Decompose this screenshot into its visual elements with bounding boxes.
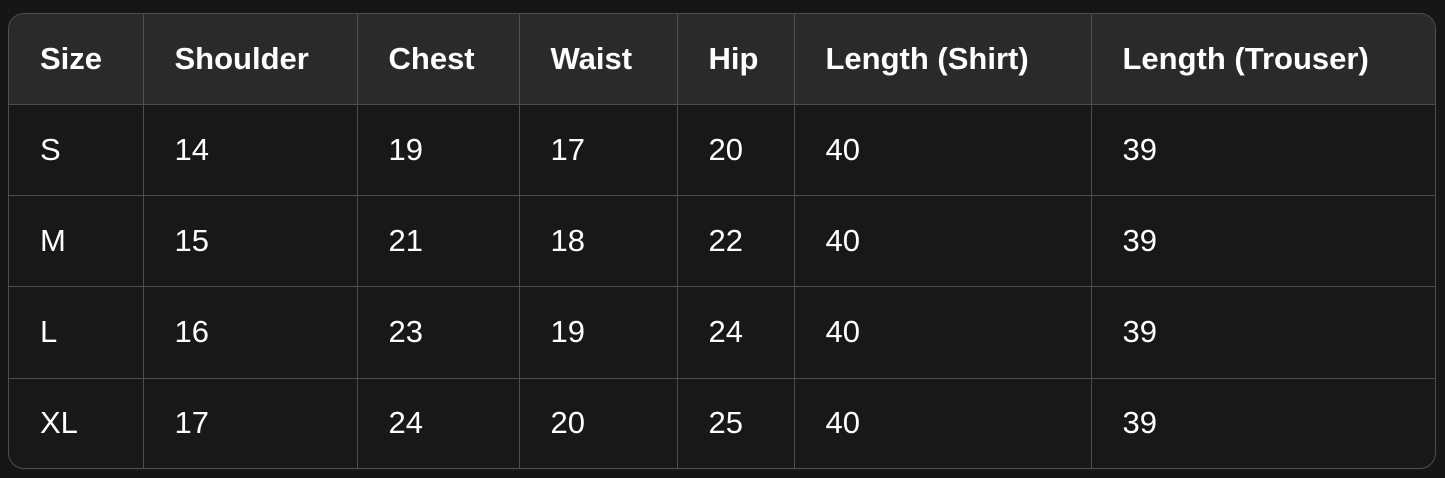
table-row: S 14 19 17 20 40 39 bbox=[9, 103, 1435, 197]
cell-length-trouser: 39 bbox=[1090, 103, 1435, 197]
header-waist: Waist bbox=[518, 14, 678, 105]
cell-shoulder: 15 bbox=[142, 195, 358, 288]
header-size: Size bbox=[9, 14, 144, 105]
cell-chest: 24 bbox=[356, 377, 520, 468]
cell-waist: 20 bbox=[518, 377, 678, 468]
cell-size: S bbox=[9, 103, 144, 197]
table-row: M 15 21 18 22 40 39 bbox=[9, 195, 1435, 288]
header-shoulder: Shoulder bbox=[142, 14, 358, 105]
cell-chest: 23 bbox=[356, 286, 520, 379]
cell-hip: 22 bbox=[676, 195, 795, 288]
cell-chest: 21 bbox=[356, 195, 520, 288]
cell-shoulder: 17 bbox=[142, 377, 358, 468]
table-row: XL 17 24 20 25 40 39 bbox=[9, 377, 1435, 468]
cell-waist: 18 bbox=[518, 195, 678, 288]
table-row: L 16 23 19 24 40 39 bbox=[9, 286, 1435, 379]
cell-length-shirt: 40 bbox=[793, 103, 1092, 197]
cell-shoulder: 14 bbox=[142, 103, 358, 197]
cell-length-shirt: 40 bbox=[793, 377, 1092, 468]
header-length-shirt: Length (Shirt) bbox=[793, 14, 1092, 105]
cell-size: M bbox=[9, 195, 144, 288]
cell-length-shirt: 40 bbox=[793, 286, 1092, 379]
cell-size: L bbox=[9, 286, 144, 379]
cell-length-trouser: 39 bbox=[1090, 195, 1435, 288]
cell-size: XL bbox=[9, 377, 144, 468]
cell-length-shirt: 40 bbox=[793, 195, 1092, 288]
header-length-trouser: Length (Trouser) bbox=[1090, 14, 1435, 105]
cell-waist: 17 bbox=[518, 103, 678, 197]
size-chart-table-container: Size Shoulder Chest Waist Hip Length (Sh… bbox=[8, 13, 1436, 469]
cell-hip: 25 bbox=[676, 377, 795, 468]
size-chart-table: Size Shoulder Chest Waist Hip Length (Sh… bbox=[9, 14, 1435, 468]
cell-shoulder: 16 bbox=[142, 286, 358, 379]
cell-waist: 19 bbox=[518, 286, 678, 379]
cell-length-trouser: 39 bbox=[1090, 377, 1435, 468]
cell-chest: 19 bbox=[356, 103, 520, 197]
cell-length-trouser: 39 bbox=[1090, 286, 1435, 379]
header-chest: Chest bbox=[356, 14, 520, 105]
cell-hip: 24 bbox=[676, 286, 795, 379]
header-row: Size Shoulder Chest Waist Hip Length (Sh… bbox=[9, 14, 1435, 105]
cell-hip: 20 bbox=[676, 103, 795, 197]
header-hip: Hip bbox=[676, 14, 795, 105]
